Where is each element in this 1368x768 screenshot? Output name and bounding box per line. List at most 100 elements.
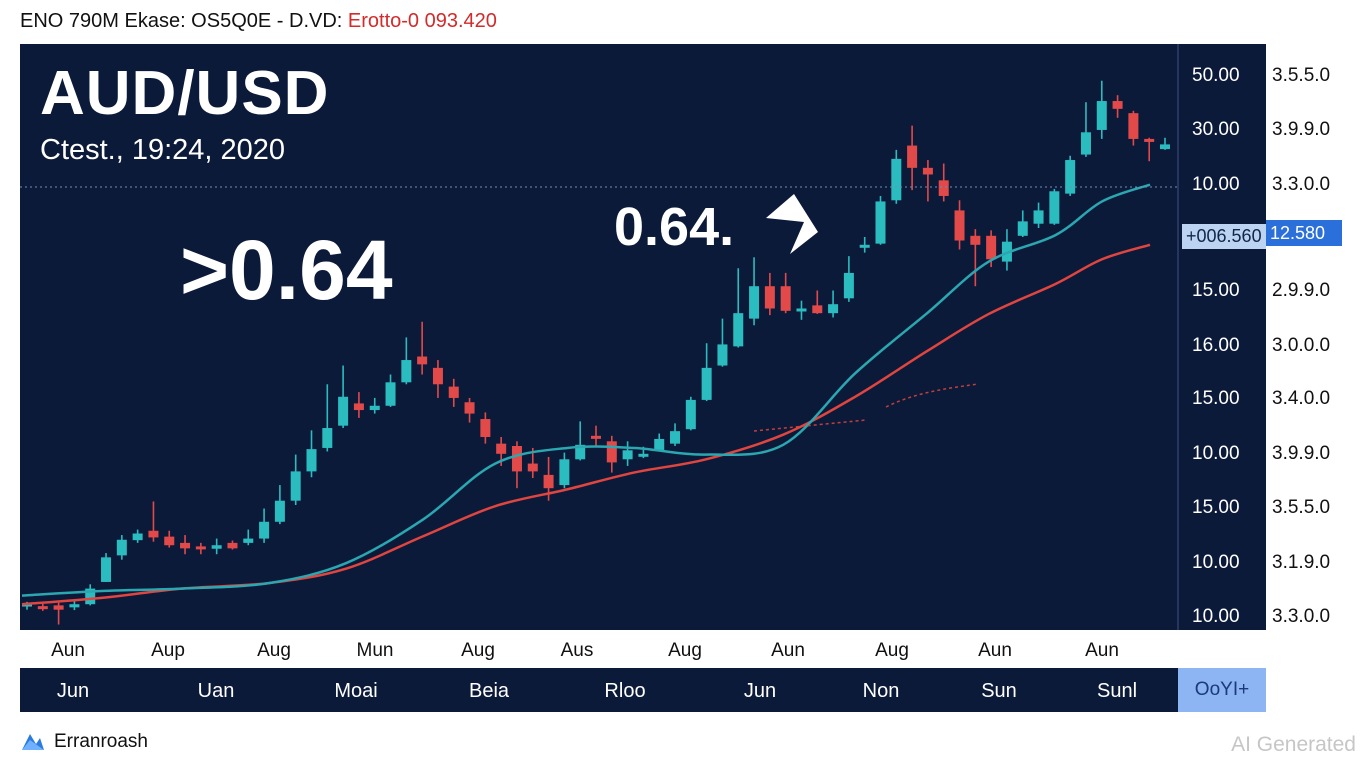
candle-up[interactable] <box>796 308 807 312</box>
candle-up[interactable] <box>733 313 744 347</box>
candle-up[interactable] <box>1096 101 1107 130</box>
candle-down[interactable] <box>780 286 791 311</box>
candle-up[interactable] <box>69 604 80 608</box>
candle-down[interactable] <box>954 210 965 241</box>
candle-down[interactable] <box>432 367 443 385</box>
candle-down[interactable] <box>812 305 823 314</box>
candle-up[interactable] <box>859 244 870 248</box>
candle-up[interactable] <box>575 444 586 460</box>
month-label: Aup <box>151 640 185 661</box>
candles-layer <box>22 80 1170 625</box>
inner-tick-label: 15.00 <box>1192 280 1240 301</box>
candle-up[interactable] <box>1160 144 1170 150</box>
candle-down[interactable] <box>353 403 364 411</box>
candle-up[interactable] <box>1001 241 1012 262</box>
candle-down[interactable] <box>417 356 428 365</box>
candle-up[interactable] <box>1033 210 1044 224</box>
candle-up[interactable] <box>290 471 301 501</box>
candle-up[interactable] <box>385 382 396 406</box>
header-change: Erotto-0 093.420 <box>347 10 497 32</box>
candle-down[interactable] <box>606 441 617 463</box>
candle-up[interactable] <box>1049 191 1060 224</box>
candle-down[interactable] <box>970 235 981 245</box>
candle-down[interactable] <box>591 435 601 439</box>
candle-down[interactable] <box>511 445 522 472</box>
candle-up[interactable] <box>701 367 712 400</box>
candle-up[interactable] <box>132 533 143 541</box>
outer-tick-label: 3.3.0.0 <box>1272 606 1331 627</box>
candle-up[interactable] <box>828 304 839 314</box>
candle-down[interactable] <box>922 167 933 175</box>
candle-up[interactable] <box>116 539 127 556</box>
navigator-label[interactable]: Sunl <box>1096 680 1138 702</box>
candle-up[interactable] <box>891 158 902 201</box>
candle-down[interactable] <box>764 286 775 309</box>
navigator-label[interactable]: Jun <box>56 680 90 702</box>
candle-down[interactable] <box>148 530 159 538</box>
candle-up[interactable] <box>1017 221 1028 236</box>
ma-fast-line <box>21 183 1151 597</box>
month-label: Aus <box>560 640 594 661</box>
month-label: Aug <box>875 640 909 661</box>
candle-up[interactable] <box>1065 160 1076 194</box>
candle-down[interactable] <box>1144 138 1155 142</box>
outer-price-scale <box>1266 44 1368 630</box>
candle-down[interactable] <box>164 536 175 546</box>
candle-up[interactable] <box>843 272 854 299</box>
candle-down[interactable] <box>53 605 64 610</box>
candle-down[interactable] <box>480 419 491 438</box>
candle-down[interactable] <box>180 542 191 549</box>
candle-up[interactable] <box>243 538 254 543</box>
navigator-label[interactable]: Rloo <box>604 680 646 702</box>
candle-up[interactable] <box>638 453 649 457</box>
navigator-label[interactable]: Uan <box>197 680 235 702</box>
candle-down[interactable] <box>227 542 238 549</box>
candle-up[interactable] <box>274 500 285 522</box>
candle-up[interactable] <box>654 438 665 451</box>
candle-down[interactable] <box>37 606 48 610</box>
candle-down[interactable] <box>543 474 554 489</box>
candle-up[interactable] <box>685 399 696 430</box>
inner-tick-label: 15.00 <box>1192 497 1240 518</box>
candle-down[interactable] <box>1112 101 1123 109</box>
candle-down[interactable] <box>1128 113 1139 139</box>
candle-up[interactable] <box>369 405 380 411</box>
candle-up[interactable] <box>559 459 570 486</box>
candle-up[interactable] <box>622 450 633 460</box>
candle-up[interactable] <box>875 201 886 244</box>
candle-up[interactable] <box>401 360 412 383</box>
candle-up[interactable] <box>85 588 96 605</box>
navigator-label[interactable]: Jun <box>743 680 777 702</box>
chart-panel <box>20 44 1266 630</box>
navigator-label[interactable]: Beia <box>468 680 510 702</box>
month-label: Aug <box>257 640 291 661</box>
navigator-bar[interactable]: Jun Uan Moai Beia Rloo Jun Non Sun Sunl <box>20 668 1178 712</box>
candle-up[interactable] <box>259 521 270 539</box>
price-callout: 0.64. <box>614 197 735 257</box>
navigator-button[interactable]: OoYI+ <box>1178 668 1266 712</box>
candle-down[interactable] <box>938 180 949 196</box>
candle-up[interactable] <box>1080 132 1091 155</box>
navigator-label[interactable]: Non <box>862 680 900 702</box>
candle-up[interactable] <box>306 449 317 472</box>
candle-down[interactable] <box>527 463 538 472</box>
chart-subtitle: Ctest., 19:24, 2020 <box>40 134 286 166</box>
candle-up[interactable] <box>101 557 112 582</box>
candlestick-chart[interactable] <box>20 44 1266 630</box>
month-label: Aun <box>771 640 805 661</box>
navigator-label[interactable]: Moai <box>334 680 378 702</box>
candle-up[interactable] <box>749 286 760 319</box>
candle-down[interactable] <box>986 235 997 260</box>
candle-up[interactable] <box>211 545 222 549</box>
candle-up[interactable] <box>338 396 349 426</box>
candle-down[interactable] <box>195 546 206 550</box>
candle-down[interactable] <box>448 386 459 398</box>
brand-name: Erranroash <box>54 731 148 752</box>
candle-up[interactable] <box>717 344 728 366</box>
candle-down[interactable] <box>496 443 507 454</box>
candle-down[interactable] <box>464 402 475 414</box>
candle-up[interactable] <box>670 431 681 444</box>
navigator-label[interactable]: Sun <box>981 680 1017 702</box>
candle-down[interactable] <box>907 145 918 168</box>
candle-up[interactable] <box>322 428 333 448</box>
